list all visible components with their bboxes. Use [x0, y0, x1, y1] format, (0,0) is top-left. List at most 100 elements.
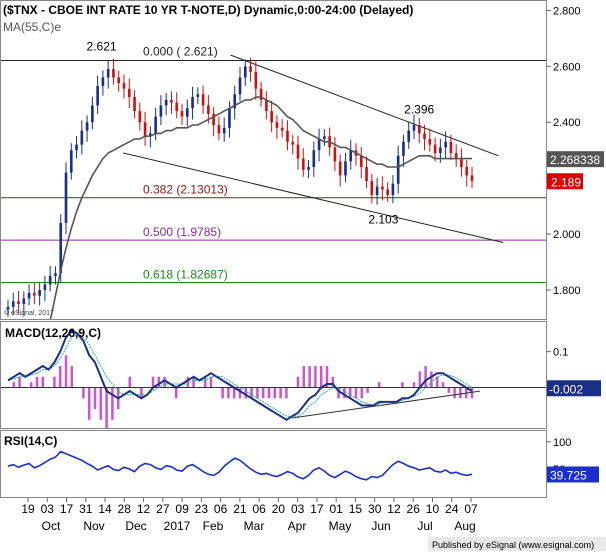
candle	[217, 116, 221, 141]
candle	[6, 299, 10, 317]
x-day-label: 20	[272, 502, 286, 516]
candle	[254, 61, 258, 100]
candle	[117, 70, 121, 92]
x-day-label: 19	[21, 502, 35, 516]
last-price-box	[547, 173, 583, 190]
chart-title: ($TNX - CBOE INT RATE 10 YR T-NOTE,D) Dy…	[3, 3, 413, 17]
candle	[402, 134, 405, 167]
candle	[428, 128, 432, 152]
x-day-label: 03	[41, 502, 55, 516]
price-annotation: 2.103	[368, 212, 398, 226]
x-day-label: 30	[368, 502, 382, 516]
x-day-label: 26	[407, 502, 421, 516]
rsi-panel	[0, 430, 547, 498]
price-tick-label: 2.600	[553, 61, 581, 73]
last-ma-box	[547, 151, 604, 168]
candle	[222, 117, 226, 142]
candle	[138, 102, 142, 131]
last-price-value: 2.189	[551, 175, 581, 189]
candle	[275, 115, 279, 140]
x-day-label: 17	[310, 502, 324, 516]
macd-signal-line	[7, 333, 473, 417]
candle	[80, 120, 84, 155]
x-day-label: 24	[445, 502, 459, 516]
rsi-line	[7, 450, 473, 481]
candle	[286, 120, 289, 151]
price-panel	[0, 0, 547, 320]
candle	[243, 59, 247, 86]
price-tick-label: 2.800	[553, 5, 581, 17]
x-day-label: 17	[60, 502, 74, 516]
candle	[27, 284, 31, 306]
x-day-label: 15	[349, 502, 363, 516]
macd-trendline	[292, 390, 481, 419]
x-month-label: May	[329, 519, 352, 533]
candle	[386, 182, 389, 202]
candle	[180, 104, 184, 126]
fib-label: 0.500 (1.9785)	[143, 225, 221, 239]
candle	[249, 57, 252, 82]
price-tick-label: 2.000	[553, 229, 581, 241]
candle	[265, 91, 268, 120]
candle	[154, 107, 157, 141]
x-day-label: 01	[329, 502, 343, 516]
candle	[64, 162, 68, 235]
x-month-label: Nov	[83, 519, 104, 533]
last-rsi-box	[547, 466, 599, 483]
candle	[233, 85, 237, 120]
x-month-label: Dec	[125, 519, 146, 533]
candle	[91, 96, 94, 130]
candle	[85, 115, 89, 142]
candle	[280, 119, 284, 138]
candle	[196, 87, 200, 105]
x-month-label: Mar	[244, 519, 265, 533]
x-day-label: 06	[252, 502, 266, 516]
macd-label: MACD(12,26,9,C)	[5, 326, 101, 340]
candle	[159, 95, 163, 126]
candle	[417, 118, 421, 144]
candle	[54, 266, 57, 285]
x-day-label: 21	[233, 502, 247, 516]
x-month-label: Apr	[288, 519, 307, 533]
channel-upper-line	[230, 54, 499, 157]
macd-line	[7, 328, 473, 421]
candle	[359, 147, 363, 179]
x-month-label: Aug	[454, 519, 475, 533]
candle	[191, 86, 194, 120]
candle	[122, 74, 126, 99]
candle	[370, 173, 374, 204]
macd-panel	[0, 321, 547, 429]
candle	[11, 292, 15, 316]
candle	[106, 60, 110, 89]
candle	[460, 148, 463, 177]
candle	[127, 78, 131, 109]
candle	[101, 70, 105, 96]
last-macd-value: -0.002	[549, 382, 583, 396]
candle	[391, 175, 395, 204]
candle	[69, 143, 73, 180]
footer-credit: Published by eSignal (www.esignal.com)	[432, 540, 594, 550]
x-day-label: 07	[464, 502, 478, 516]
ma55-line	[49, 96, 472, 319]
candle	[22, 291, 26, 316]
candle	[143, 111, 147, 147]
candle	[375, 177, 379, 205]
x-day-label: 14	[98, 502, 112, 516]
candle	[38, 283, 41, 306]
candle	[412, 114, 416, 140]
x-day-label: 03	[291, 502, 305, 516]
candle	[228, 101, 231, 138]
x-day-label: 27	[156, 502, 170, 516]
candle	[75, 135, 78, 159]
candle	[43, 275, 47, 302]
last-ma-value: 2.268338	[550, 153, 600, 167]
x-day-label: 31	[79, 502, 93, 516]
candle	[407, 121, 411, 149]
candle	[185, 99, 189, 127]
candle	[470, 166, 474, 188]
candle	[381, 176, 384, 201]
candle	[323, 129, 326, 147]
x-day-label: 28	[118, 502, 132, 516]
x-day-label: 12	[137, 502, 151, 516]
watermark: © eSignal, 2017	[4, 309, 54, 317]
